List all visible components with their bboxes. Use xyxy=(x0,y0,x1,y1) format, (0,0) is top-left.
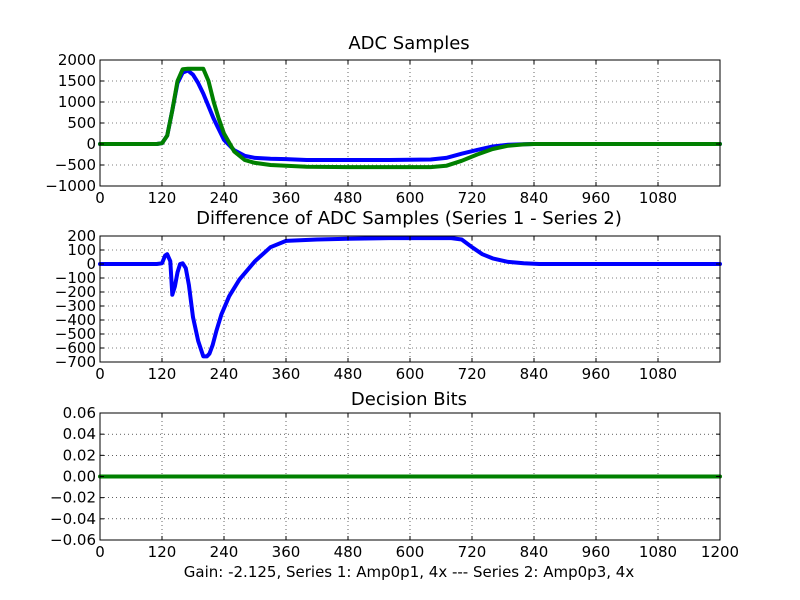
figure-caption: Gain: -2.125, Series 1: Amp0p1, 4x --- S… xyxy=(184,563,635,581)
adc-ytick-label-5: 1500 xyxy=(58,72,96,90)
decision-xtick-label-1: 120 xyxy=(148,543,177,561)
diff-xtick-label-2: 240 xyxy=(210,365,239,383)
adc-xtick-label-1: 120 xyxy=(148,189,177,207)
decision-xtick-label-5: 600 xyxy=(396,543,425,561)
diff-ytick-label-4: −300 xyxy=(55,297,96,315)
diff-ytick-label-0: −700 xyxy=(55,353,96,371)
decision-xtick-label-10: 1200 xyxy=(701,543,739,561)
adc-samples-title: ADC Samples xyxy=(348,33,469,54)
diff-xtick-label-5: 600 xyxy=(396,365,425,383)
diff-xtick-label-8: 960 xyxy=(582,365,611,383)
diff-xtick-label-7: 840 xyxy=(520,365,549,383)
diff-series-1-line xyxy=(98,236,722,359)
decision-bits-panel: Decision Bits 0 120 240 360 480 600 720 840 960 1… xyxy=(50,389,739,561)
decision-xtick-label-8: 960 xyxy=(582,543,611,561)
decision-xtick-label-7: 840 xyxy=(520,543,549,561)
adc-xtick-label-0: 0 xyxy=(95,189,105,207)
difference-panel: Difference of ADC Samples (Series 1 - Se… xyxy=(55,208,722,383)
decision-xtick-label-4: 480 xyxy=(334,543,363,561)
adc-ytick-label-1: −500 xyxy=(55,156,96,174)
decision-ytick-label-5: 0.04 xyxy=(63,425,96,443)
decision-ytick-label-0: −0.06 xyxy=(50,531,96,549)
diff-ytick-label-9: 200 xyxy=(67,227,96,245)
decision-ytick-label-4: 0.02 xyxy=(63,446,96,464)
decision-bits-title: Decision Bits xyxy=(351,389,467,410)
diff-ytick-label-6: −100 xyxy=(55,269,96,287)
diff-ytick-label-8: 100 xyxy=(67,241,96,259)
adc-ytick-label-2: 0 xyxy=(86,135,96,153)
adc-samples-panel: ADC Samples 0 120 240 360 480 600 720 840 960 108… xyxy=(45,33,722,207)
diff-xtick-label-1: 120 xyxy=(148,365,177,383)
diff-ytick-label-7: 0 xyxy=(86,255,96,273)
diff-ytick-label-2: −500 xyxy=(55,325,96,343)
diff-xtick-label-6: 720 xyxy=(458,365,487,383)
decision-xtick-label-6: 720 xyxy=(458,543,487,561)
adc-ytick-label-3: 500 xyxy=(67,114,96,132)
adc-ytick-label-6: 2000 xyxy=(58,51,96,69)
diff-ytick-label-3: −400 xyxy=(55,311,96,329)
adc-ytick-label-4: 1000 xyxy=(58,93,96,111)
adc-xtick-label-3: 360 xyxy=(272,189,301,207)
adc-ytick-label-0: −1000 xyxy=(45,177,96,195)
decision-xtick-label-0: 0 xyxy=(95,543,105,561)
adc-xtick-label-2: 240 xyxy=(210,189,239,207)
adc-xtick-label-9: 1080 xyxy=(639,189,677,207)
adc-xtick-label-6: 720 xyxy=(458,189,487,207)
decision-xtick-label-3: 360 xyxy=(272,543,301,561)
decision-xtick-label-2: 240 xyxy=(210,543,239,561)
adc-xtick-label-8: 960 xyxy=(582,189,611,207)
decision-ytick-label-3: 0.00 xyxy=(63,468,96,486)
adc-xtick-label-7: 840 xyxy=(520,189,549,207)
diff-xtick-label-9: 1080 xyxy=(639,365,677,383)
adc-xtick-label-5: 600 xyxy=(396,189,425,207)
adc-xtick-label-4: 480 xyxy=(334,189,363,207)
diff-xtick-label-4: 480 xyxy=(334,365,363,383)
adc-series-2-line xyxy=(98,66,722,170)
diff-xtick-label-3: 360 xyxy=(272,365,301,383)
diff-ytick-label-1: −600 xyxy=(55,339,96,357)
decision-ytick-label-2: −0.02 xyxy=(50,489,96,507)
decision-xtick-label-9: 1080 xyxy=(639,543,677,561)
diff-ytick-label-5: −200 xyxy=(55,283,96,301)
difference-title: Difference of ADC Samples (Series 1 - Se… xyxy=(196,208,622,229)
decision-ytick-label-6: 0.06 xyxy=(63,404,96,422)
diff-xtick-label-0: 0 xyxy=(95,365,105,383)
decision-ytick-label-1: −0.04 xyxy=(50,510,96,528)
